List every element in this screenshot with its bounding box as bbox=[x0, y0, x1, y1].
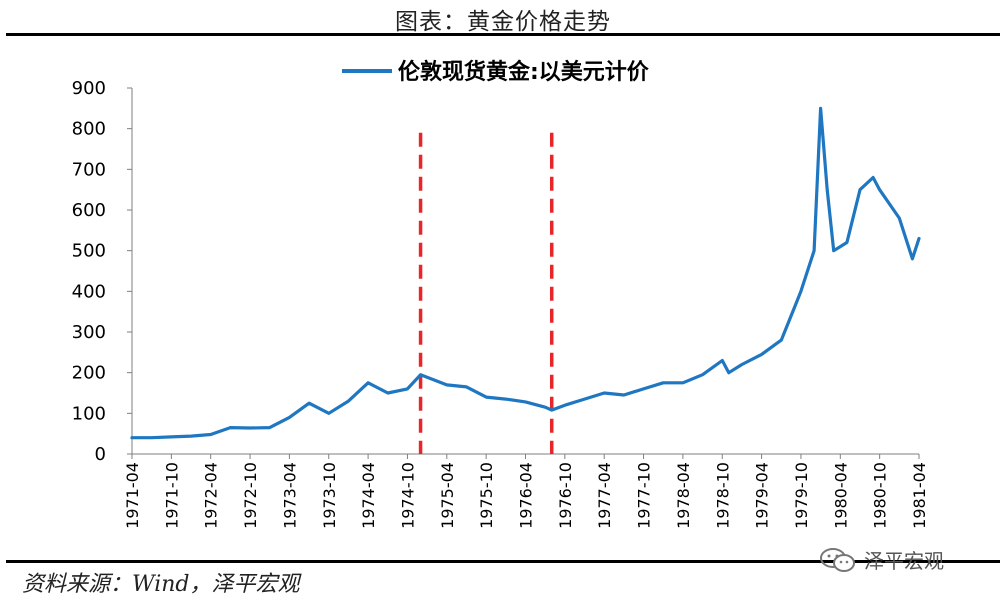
x-tick-label: 1973-04 bbox=[280, 462, 299, 529]
x-tick-label: 1979-04 bbox=[753, 462, 772, 529]
top-rule bbox=[6, 33, 1000, 36]
chart-figure-title: 图表：黄金价格走势 bbox=[395, 9, 611, 35]
y-tick-label: 500 bbox=[72, 241, 106, 262]
y-tick-label: 0 bbox=[95, 444, 106, 465]
legend: 伦敦现货黄金:以美元计价 bbox=[342, 59, 650, 85]
y-tick-label: 800 bbox=[72, 119, 106, 140]
x-tick-label: 1978-10 bbox=[713, 462, 732, 529]
y-tick-label: 200 bbox=[72, 363, 106, 384]
x-tick-label: 1977-04 bbox=[595, 462, 614, 529]
plot-area bbox=[130, 106, 921, 454]
y-tick-label: 700 bbox=[72, 159, 106, 180]
x-tick-label: 1977-10 bbox=[635, 462, 654, 529]
watermark-text: 泽平宏观 bbox=[864, 549, 944, 573]
axes: 0 100 200 300 400 500 600 700 800 900 1971-04 1971-… bbox=[72, 78, 929, 529]
x-tick-label: 1980-10 bbox=[871, 462, 890, 529]
gold-price-series-line bbox=[130, 106, 921, 440]
bottom-rule bbox=[6, 560, 1000, 563]
x-tick-label: 1972-10 bbox=[241, 462, 260, 529]
y-tick-label: 400 bbox=[72, 281, 106, 302]
y-tick-label: 100 bbox=[72, 403, 106, 424]
x-tick-label: 1974-10 bbox=[398, 462, 417, 529]
y-tick-label: 900 bbox=[72, 78, 106, 99]
source-note: 资料来源：Wind，泽平宏观 bbox=[22, 572, 300, 597]
x-tick-label: 1975-10 bbox=[477, 462, 496, 529]
wechat-icon bbox=[820, 547, 855, 572]
y-tick-label: 600 bbox=[72, 200, 106, 221]
gold-price-chart: 伦敦现货黄金:以美元计价 0 100 200 300 400 500 600 700 800 90… bbox=[72, 59, 929, 529]
x-tick-label: 1976-04 bbox=[517, 462, 536, 529]
x-tick-label: 1974-04 bbox=[359, 462, 378, 529]
x-tick-label: 1980-04 bbox=[831, 462, 850, 529]
x-tick-label: 1981-04 bbox=[910, 462, 929, 529]
legend-label: 伦敦现货黄金:以美元计价 bbox=[398, 59, 650, 85]
x-tick-label: 1973-10 bbox=[320, 462, 339, 529]
x-tick-label: 1972-04 bbox=[202, 462, 221, 529]
x-tick-label: 1971-04 bbox=[123, 462, 142, 529]
x-tick-label: 1979-10 bbox=[792, 462, 811, 529]
x-tick-label: 1971-10 bbox=[162, 462, 181, 529]
watermark: 泽平宏观 bbox=[818, 545, 944, 574]
x-tick-label: 1975-04 bbox=[438, 462, 457, 529]
y-tick-label: 300 bbox=[72, 322, 106, 343]
x-tick-label: 1976-10 bbox=[556, 462, 575, 529]
x-tick-label: 1978-04 bbox=[674, 462, 693, 529]
